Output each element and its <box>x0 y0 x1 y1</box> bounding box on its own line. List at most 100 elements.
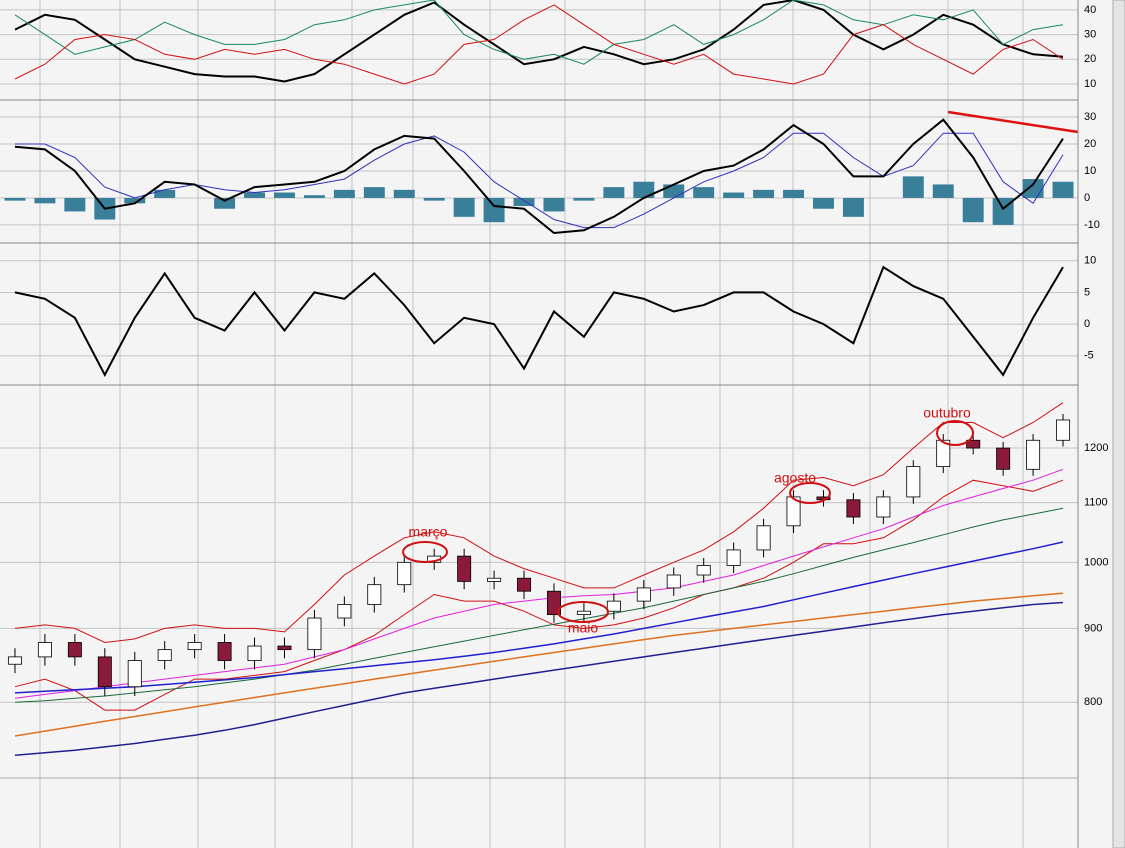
candle-body <box>367 584 382 605</box>
series-line <box>14 468 1064 699</box>
candle-body <box>37 642 52 658</box>
candle-body <box>337 604 352 619</box>
candle-body <box>726 549 741 566</box>
histogram-bar <box>34 197 56 204</box>
histogram-bar <box>603 187 625 198</box>
candle-body <box>696 565 711 576</box>
series-line <box>14 601 1064 757</box>
candle-body <box>487 577 502 582</box>
y-tick-label: 1200 <box>1084 442 1108 454</box>
y-tick-label: 0 <box>1084 318 1090 330</box>
histogram-bar <box>423 197 445 201</box>
histogram-bar <box>1022 179 1044 198</box>
candle-body <box>97 656 112 688</box>
histogram-bar <box>4 197 26 201</box>
candle-body <box>247 645 262 661</box>
histogram-bar <box>453 197 475 217</box>
series-line <box>14 592 1064 737</box>
candle-body <box>876 496 891 518</box>
histogram-bar <box>902 176 924 198</box>
candle-body <box>936 439 951 468</box>
histogram-bar <box>812 197 834 209</box>
annotation: maio <box>568 620 599 636</box>
histogram-bar <box>842 197 864 217</box>
candle-body <box>277 645 292 651</box>
histogram-bar <box>633 181 655 198</box>
y-tick-label: 20 <box>1084 53 1096 65</box>
candle-body <box>307 617 322 651</box>
y-tick-label: 10 <box>1084 78 1096 90</box>
y-tick-label: 5 <box>1084 286 1090 298</box>
trend-line <box>947 110 1079 134</box>
histogram-bar <box>693 187 715 198</box>
histogram-bar <box>303 195 325 198</box>
candle-body <box>786 496 801 527</box>
candle-body <box>187 642 202 651</box>
series-line <box>14 4 1064 85</box>
candle-body <box>7 656 22 665</box>
histogram-bar <box>573 197 595 201</box>
series-line <box>14 265 1064 378</box>
histogram-bar <box>244 192 266 198</box>
candle-body <box>217 642 232 661</box>
annotation-circle <box>936 420 974 446</box>
annotation: outubro <box>923 405 971 421</box>
histogram-bar <box>333 189 355 198</box>
histogram-bar <box>483 197 505 223</box>
series-line <box>14 507 1064 703</box>
y-tick-label: 30 <box>1084 28 1096 40</box>
annotation: março <box>409 524 448 540</box>
annotation: agosto <box>774 470 816 486</box>
histogram-bar <box>363 187 385 198</box>
candle-body <box>666 574 681 589</box>
series-line <box>14 479 1064 711</box>
y-tick-label: -5 <box>1084 350 1094 362</box>
y-tick-label: 30 <box>1084 111 1096 123</box>
histogram-bar <box>64 197 86 212</box>
candle-body <box>756 525 771 551</box>
candle-body <box>1056 419 1071 441</box>
y-tick-label: 800 <box>1084 696 1102 708</box>
candle-body <box>576 610 591 616</box>
histogram-bar <box>783 189 805 198</box>
annotation-circle <box>402 541 448 563</box>
scrollbar[interactable] <box>1112 0 1125 848</box>
histogram-bar <box>124 197 146 204</box>
candle-body <box>157 649 172 661</box>
series-line <box>14 0 1064 65</box>
marks-layer: março maio agosto outubro <box>4 0 1074 757</box>
candle-body <box>127 660 142 688</box>
histogram-bar <box>273 192 295 198</box>
histogram-bar <box>543 197 565 212</box>
series-line <box>14 118 1064 235</box>
candle-body <box>996 447 1011 470</box>
candle-body <box>67 642 82 658</box>
series-line <box>14 0 1064 83</box>
histogram-bar <box>663 184 685 198</box>
histogram-bar <box>1052 181 1074 198</box>
annotation-circle <box>789 482 831 504</box>
candle-body <box>846 499 861 518</box>
candle-body <box>397 561 412 586</box>
series-line <box>14 402 1064 644</box>
candle-body <box>517 577 532 592</box>
candle-body <box>966 439 981 449</box>
histogram-bar <box>723 192 745 198</box>
candle-body <box>636 587 651 602</box>
annotation-circle <box>557 601 609 623</box>
y-tick-label: 0 <box>1084 192 1090 204</box>
y-tick-label: 10 <box>1084 165 1096 177</box>
y-tick-label: 40 <box>1084 4 1096 16</box>
histogram-bar <box>932 184 954 198</box>
y-tick-label: 1100 <box>1084 497 1108 509</box>
y-tick-label: 20 <box>1084 138 1096 150</box>
series-line <box>15 132 1064 229</box>
candle-body <box>906 466 921 498</box>
histogram-bar <box>214 197 236 209</box>
series-line <box>14 541 1064 694</box>
histogram-bar <box>753 189 775 198</box>
candle-body <box>606 600 621 612</box>
